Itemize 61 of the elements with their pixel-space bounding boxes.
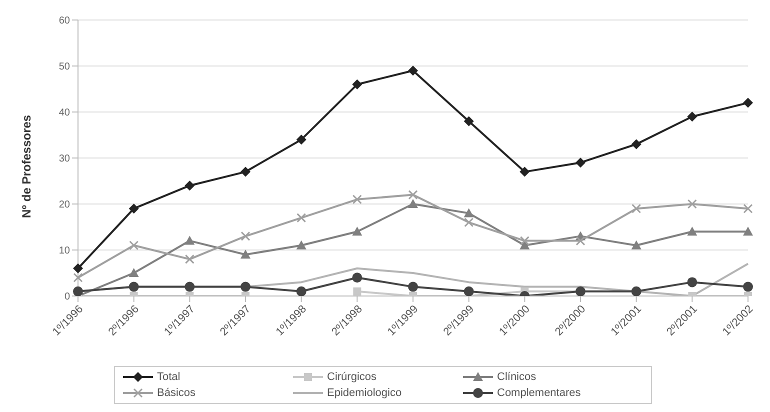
point xyxy=(352,272,362,283)
point xyxy=(743,282,753,292)
legend-label: Cirúrgicos xyxy=(327,371,377,383)
y-tick-label: 60 xyxy=(58,16,70,27)
point xyxy=(240,166,250,177)
point xyxy=(352,194,362,204)
point xyxy=(743,98,753,108)
point xyxy=(128,268,139,277)
y-tick-label: 30 xyxy=(58,154,70,165)
point xyxy=(464,208,474,218)
point xyxy=(128,282,139,292)
point xyxy=(743,204,753,214)
point xyxy=(464,218,474,228)
point xyxy=(184,282,195,292)
point xyxy=(631,139,642,150)
point xyxy=(296,134,306,145)
point xyxy=(352,226,362,236)
point xyxy=(129,240,139,250)
y-tick-label: 40 xyxy=(58,108,70,119)
legend-label: Básicos xyxy=(157,387,196,399)
point xyxy=(73,272,83,282)
point xyxy=(240,231,250,241)
point xyxy=(687,199,697,209)
legend-label: Epidemiologico xyxy=(327,387,402,399)
y-tick-label: 20 xyxy=(58,200,70,211)
legend-label: Complementares xyxy=(497,387,581,399)
y-tick-label: 0 xyxy=(64,292,70,303)
point xyxy=(352,79,362,90)
point xyxy=(408,199,418,208)
point xyxy=(576,158,586,168)
point xyxy=(408,282,418,292)
point xyxy=(520,166,530,177)
point xyxy=(353,287,362,296)
point xyxy=(184,180,195,191)
point xyxy=(687,112,698,122)
point xyxy=(128,204,139,214)
point xyxy=(687,277,698,288)
point xyxy=(296,213,306,223)
point xyxy=(408,66,418,76)
y-axis-title: Nº de Professores xyxy=(19,114,34,218)
legend-label: Total xyxy=(157,371,180,383)
y-tick-label: 50 xyxy=(58,62,70,73)
point xyxy=(240,250,250,259)
point xyxy=(520,236,530,246)
point xyxy=(576,236,586,246)
point xyxy=(631,286,642,296)
point xyxy=(240,282,250,292)
point xyxy=(73,263,83,274)
point xyxy=(743,226,753,236)
point xyxy=(296,240,306,250)
point xyxy=(632,204,642,214)
point xyxy=(296,286,306,296)
point xyxy=(464,286,474,296)
y-tick-label: 10 xyxy=(58,246,70,257)
point xyxy=(464,116,474,126)
legend-label: Clínicos xyxy=(497,371,536,383)
point xyxy=(631,240,642,250)
point xyxy=(184,254,194,264)
point xyxy=(687,226,698,236)
point xyxy=(408,190,418,200)
point xyxy=(184,236,195,245)
